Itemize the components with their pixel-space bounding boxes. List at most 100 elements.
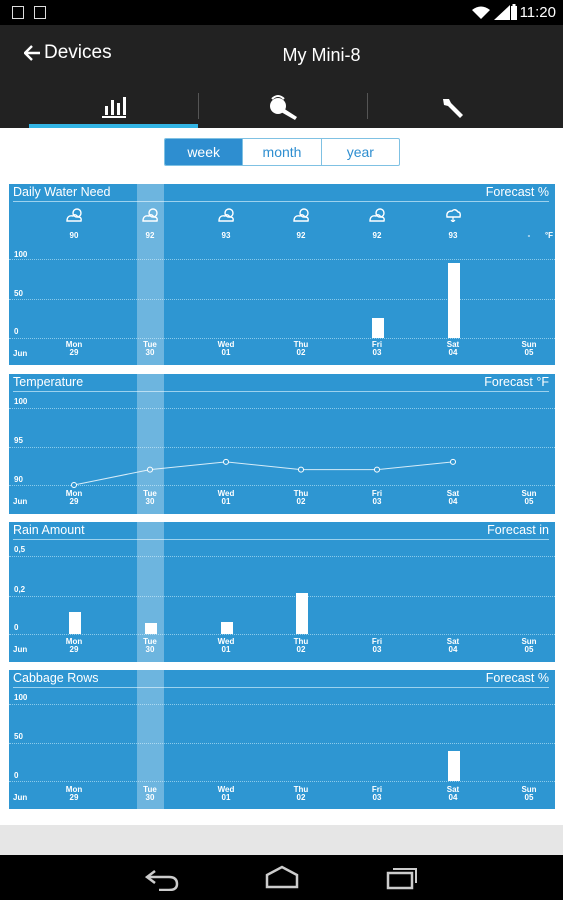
bar [448, 751, 460, 781]
gridline [9, 408, 555, 409]
day-label: Mon 29 [65, 489, 83, 506]
y-tick-label: 100 [14, 693, 28, 702]
partly-cloudy-icon [206, 208, 246, 227]
y-tick-label: 100 [14, 397, 28, 406]
bar [221, 621, 233, 634]
partly-cloudy-icon [281, 208, 321, 227]
temperature-point [298, 466, 304, 473]
partly-cloudy-icon [130, 208, 170, 227]
tab-watering[interactable] [199, 85, 367, 128]
forecast-temp: 93 [221, 231, 231, 240]
day-label: Tue 30 [143, 785, 157, 802]
back-label: Devices [44, 42, 112, 63]
day-label: Sun 05 [521, 340, 537, 357]
month-label: Jun [13, 645, 28, 654]
y-tick-label: 100 [14, 250, 28, 259]
gridline [9, 259, 555, 260]
panel-divider [13, 539, 549, 540]
bar [69, 612, 81, 634]
day-label: Thu 02 [293, 340, 309, 357]
panel-divider [13, 687, 549, 688]
range-month-button[interactable]: month [243, 139, 322, 165]
day-label: Wed 01 [217, 785, 235, 802]
gridline [9, 485, 555, 486]
month-label: Jun [13, 349, 28, 358]
day-label: Tue 30 [143, 489, 157, 506]
y-tick-label: 0 [14, 327, 19, 336]
bar [372, 318, 384, 338]
forecast-temp: 90 [69, 231, 79, 240]
panel-unit: Forecast % [485, 185, 549, 199]
day-label: Sun 05 [521, 785, 537, 802]
bar [145, 623, 157, 634]
day-label: Mon 29 [65, 637, 83, 654]
day-label: Fri 03 [371, 637, 383, 654]
y-tick-label: 0,5 [14, 545, 26, 554]
y-tick-label: 90 [14, 475, 23, 484]
bar [296, 593, 308, 634]
day-label: Sat 04 [446, 489, 460, 506]
range-week-button[interactable]: week [165, 139, 244, 165]
month-label: Jun [13, 793, 28, 802]
range-selector: week month year [164, 138, 400, 166]
day-label: Mon 29 [65, 785, 83, 802]
tab-bar [0, 85, 563, 128]
action-bar: Devices My Mini-8 [0, 25, 563, 128]
home-nav-icon[interactable] [264, 863, 300, 891]
selected-day-highlight[interactable] [137, 184, 164, 809]
y-tick-label: 95 [14, 436, 23, 445]
temperature-point [450, 458, 456, 465]
panel-unit: Forecast % [485, 671, 549, 685]
panel-title: Daily Water Need [13, 185, 111, 199]
day-label: Tue 30 [143, 637, 157, 654]
rain-amount-panel: Rain Amount Forecast in 0,5 0,2 0 Jun Mo… [9, 522, 555, 662]
recent-apps-icon[interactable] [386, 863, 420, 891]
day-label: Tue 30 [143, 340, 157, 357]
month-label: Jun [13, 497, 28, 506]
panel-title: Temperature [13, 375, 84, 389]
barcode-notification-icon [34, 6, 46, 19]
status-bar: 11:20 [0, 0, 563, 25]
day-label: Thu 02 [293, 489, 309, 506]
panel-title: Cabbage Rows [13, 671, 99, 685]
forecast-temp: 92 [145, 231, 155, 240]
back-nav-icon[interactable] [145, 863, 179, 891]
forecast-temp: - [527, 231, 531, 240]
navigation-bar [0, 855, 563, 900]
day-label: Wed 01 [217, 489, 235, 506]
daily-water-need-panel: Daily Water Need Forecast % 90 92 93 92 … [9, 184, 555, 365]
day-label: Sun 05 [521, 489, 537, 506]
temperature-point [147, 466, 153, 473]
rain-cloud-icon [433, 208, 473, 227]
day-label: Sat 04 [446, 340, 460, 357]
forecast-temp: 92 [296, 231, 306, 240]
temperature-point [71, 482, 77, 488]
back-arrow-icon [24, 45, 40, 61]
panel-title: Rain Amount [13, 523, 85, 537]
gridline [9, 781, 555, 782]
temperature-line [73, 461, 454, 486]
back-button[interactable]: Devices [24, 42, 112, 64]
tab-charts[interactable] [29, 85, 198, 128]
day-label: Wed 01 [217, 637, 235, 654]
temperature-point [223, 458, 229, 465]
gridline [9, 596, 555, 597]
tab-settings[interactable] [368, 85, 536, 128]
range-year-button[interactable]: year [346, 144, 374, 160]
y-tick-label: 0,2 [14, 585, 26, 594]
battery-icon [511, 4, 517, 20]
tab-divider [367, 93, 368, 119]
cabbage-rows-panel: Cabbage Rows Forecast % 100 50 0 Jun Mon… [9, 670, 555, 809]
gridline [9, 743, 555, 744]
gridline [9, 338, 555, 339]
y-tick-label: 0 [14, 771, 19, 780]
temperature-line-chart [71, 458, 456, 488]
bar [448, 262, 460, 338]
y-tick-label: 50 [14, 289, 23, 298]
watering-can-icon [270, 94, 297, 120]
day-label: Fri 03 [371, 489, 383, 506]
footer-strip [0, 825, 563, 855]
panel-divider [13, 391, 549, 392]
day-label: Sat 04 [446, 785, 460, 802]
day-label: Sun 05 [521, 637, 537, 654]
